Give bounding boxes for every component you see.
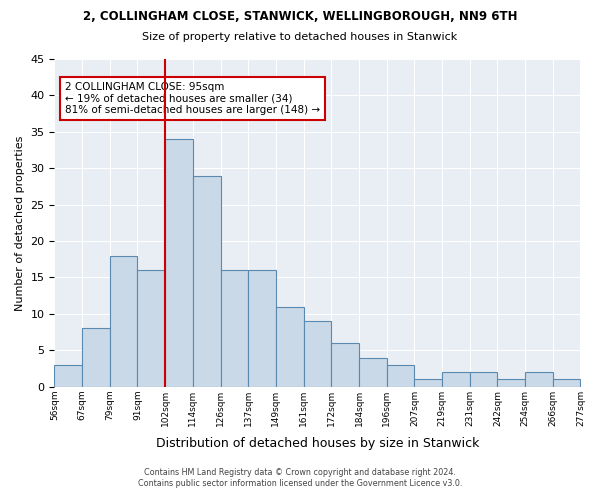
Bar xyxy=(221,270,248,386)
Bar xyxy=(304,321,331,386)
Bar xyxy=(359,358,386,386)
Bar xyxy=(82,328,110,386)
Bar xyxy=(165,139,193,386)
Bar xyxy=(110,256,137,386)
Text: Size of property relative to detached houses in Stanwick: Size of property relative to detached ho… xyxy=(142,32,458,42)
Bar xyxy=(525,372,553,386)
Bar xyxy=(386,365,415,386)
Bar xyxy=(55,365,82,386)
Bar xyxy=(553,380,580,386)
Bar xyxy=(193,176,221,386)
Bar xyxy=(470,372,497,386)
Bar xyxy=(331,343,359,386)
X-axis label: Distribution of detached houses by size in Stanwick: Distribution of detached houses by size … xyxy=(156,437,479,450)
Text: 2 COLLINGHAM CLOSE: 95sqm
← 19% of detached houses are smaller (34)
81% of semi-: 2 COLLINGHAM CLOSE: 95sqm ← 19% of detac… xyxy=(65,82,320,115)
Text: 2, COLLINGHAM CLOSE, STANWICK, WELLINGBOROUGH, NN9 6TH: 2, COLLINGHAM CLOSE, STANWICK, WELLINGBO… xyxy=(83,10,517,23)
Text: Contains HM Land Registry data © Crown copyright and database right 2024.
Contai: Contains HM Land Registry data © Crown c… xyxy=(138,468,462,487)
Y-axis label: Number of detached properties: Number of detached properties xyxy=(15,135,25,310)
Bar xyxy=(137,270,165,386)
Bar xyxy=(248,270,276,386)
Bar xyxy=(497,380,525,386)
Bar xyxy=(276,306,304,386)
Bar xyxy=(415,380,442,386)
Bar xyxy=(442,372,470,386)
